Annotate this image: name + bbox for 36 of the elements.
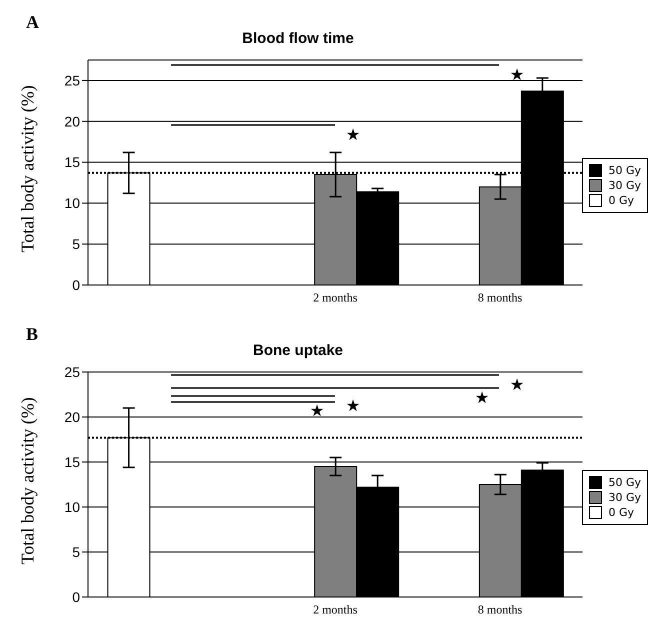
y-tick-label: 25 — [64, 364, 80, 380]
significance-bracket: ★ — [171, 64, 524, 84]
legend-label: 30 Gy — [608, 490, 641, 504]
y-tick-label: 20 — [64, 113, 80, 130]
significance-bracket: ★ — [171, 401, 335, 420]
x-tick-label: 2 months — [313, 602, 358, 617]
y-tick-label: 15 — [64, 154, 80, 170]
x-tick-label: 8 months — [478, 602, 523, 617]
x-tick-label: 8 months — [478, 290, 523, 305]
chart-title: Blood flow time — [242, 30, 354, 47]
y-tick-label: 20 — [64, 408, 80, 425]
legend-label: 30 Gy — [608, 178, 641, 192]
annotation: ★ — [310, 401, 324, 420]
significance-bracket: ★ — [171, 124, 360, 144]
y-tick-label: 0 — [72, 588, 80, 605]
y-tick-label: 5 — [72, 236, 80, 252]
y-tick-label: 0 — [72, 276, 80, 293]
y-axis-title: Total body activity (%) — [17, 397, 38, 564]
y-tick-label: 10 — [64, 498, 80, 515]
annotation: ★ — [510, 375, 524, 394]
legend-label: 0 Gy — [608, 506, 634, 518]
y-tick-label: 15 — [64, 454, 80, 470]
annotation: ★ — [346, 125, 360, 144]
annotation: ★ — [510, 65, 524, 84]
legend-label: 0 Gy — [608, 194, 634, 206]
y-tick-label: 5 — [72, 544, 80, 560]
legend-label: 50 Gy — [608, 164, 641, 176]
y-tick-label: 10 — [64, 195, 80, 212]
annotation: ★ — [474, 388, 490, 407]
text: A — [26, 12, 39, 33]
legend-label: 50 Gy — [608, 476, 641, 488]
chart-title: Bone uptake — [252, 342, 343, 359]
text: B — [26, 324, 38, 345]
y-axis-title: Total body activity (%) — [17, 85, 38, 252]
x-tick-label: 2 months — [313, 290, 358, 305]
y-tick-label: 25 — [64, 72, 80, 88]
